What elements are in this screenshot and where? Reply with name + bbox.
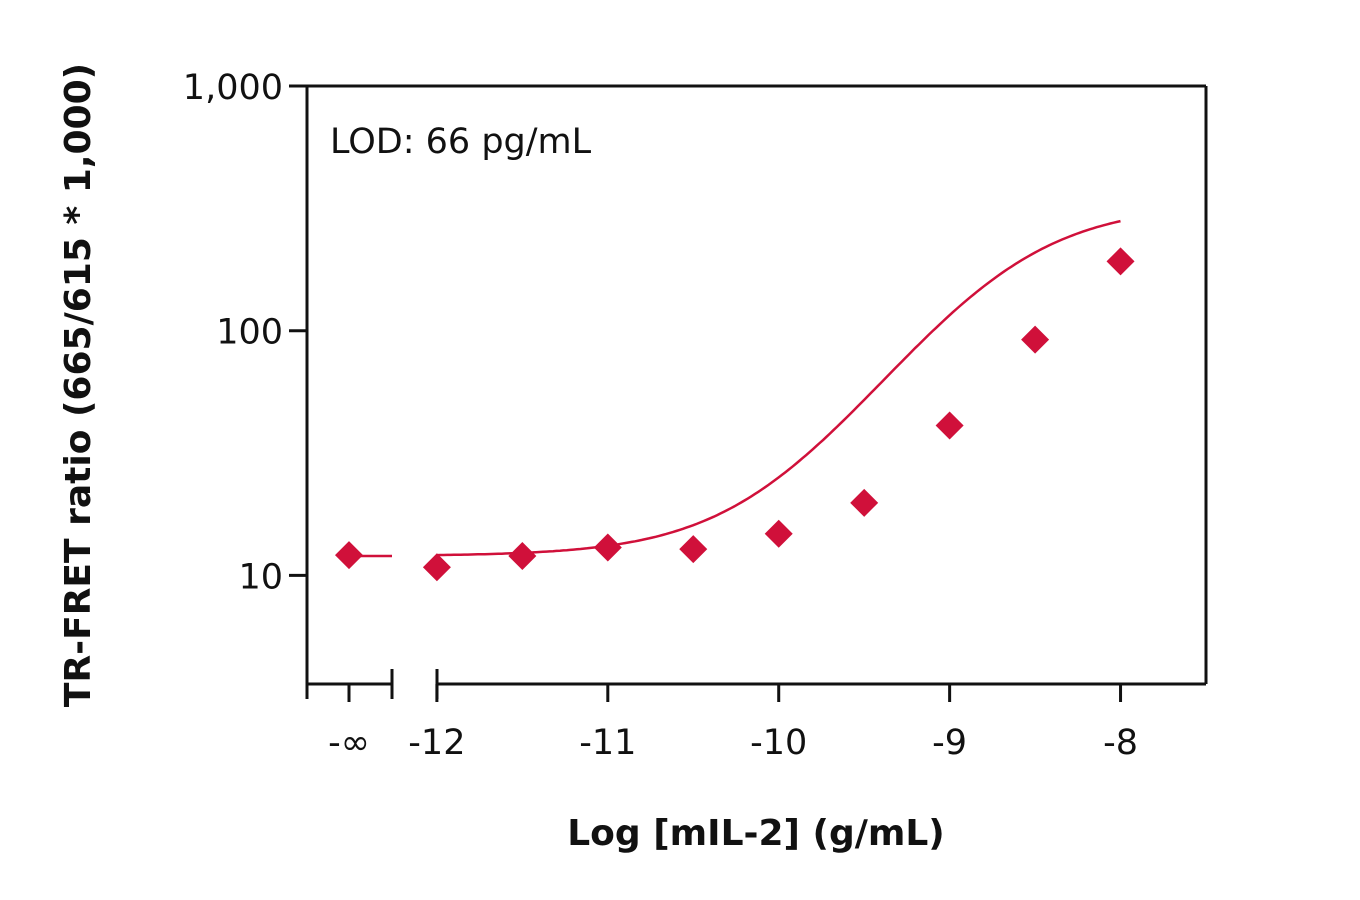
x-axis-label: Log [mIL-2] (g/mL) [567,813,945,854]
axis-ticks: 10 100 1,000 -12 -11 -10 -9 -8 -∞ [183,68,1138,763]
data-point-4 [764,519,793,548]
x-tick-label--12: -12 [408,723,465,763]
fit-curve [436,219,1121,557]
x-tick-label--9: -9 [932,723,967,763]
x-tick-label--10: -10 [750,723,807,763]
y-tick-label-1000: 1,000 [183,68,283,108]
data-point-3 [679,535,708,564]
y-axis-label: TR-FRET ratio (665/615 * 1,000) [58,63,99,707]
data-points [335,247,1135,582]
data-point-zero [335,541,363,570]
data-point-6 [935,411,964,440]
data-point-8 [1106,247,1135,276]
x-tick-label-neg-infinity: -∞ [328,723,370,763]
data-point-7 [1021,325,1050,354]
fit-curve-group [349,219,1121,558]
data-point-5 [850,488,879,517]
y-tick-label-10: 10 [238,557,283,597]
x-tick-label--8: -8 [1103,723,1138,763]
x-tick-label--11: -11 [579,723,636,763]
lod-annotation: LOD: 66 pg/mL [330,122,592,162]
axes [305,84,1208,699]
data-point-2 [593,533,622,562]
y-tick-label-100: 100 [216,313,283,353]
data-point-0 [422,553,451,582]
data-point-1 [508,542,537,571]
